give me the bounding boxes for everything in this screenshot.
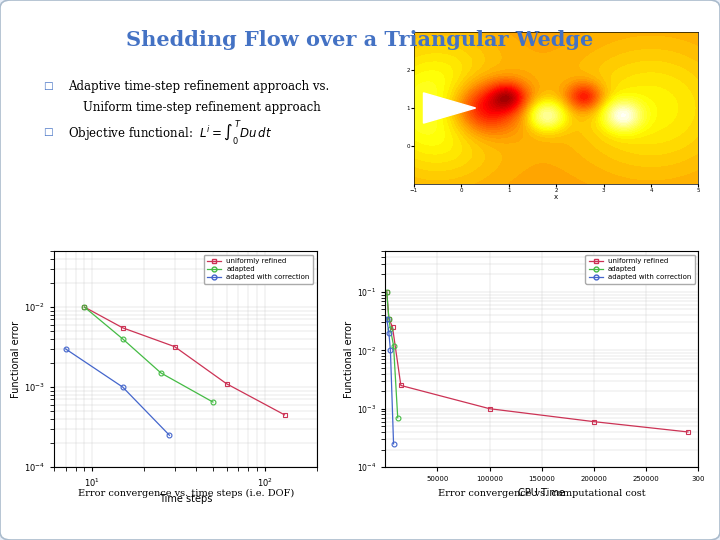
Text: Shedding Flow over a Triangular Wedge: Shedding Flow over a Triangular Wedge bbox=[127, 30, 593, 50]
Text: □: □ bbox=[43, 82, 53, 91]
Text: Objective functional:  $L^i = \int_0^T Du\,dt$: Objective functional: $L^i = \int_0^T Du… bbox=[68, 118, 272, 147]
Text: Error convergence vs. time steps (i.e. DOF): Error convergence vs. time steps (i.e. D… bbox=[78, 489, 294, 498]
X-axis label: CPU Time: CPU Time bbox=[518, 488, 565, 498]
Polygon shape bbox=[423, 93, 476, 123]
Text: Error convergence vs. computational cost: Error convergence vs. computational cost bbox=[438, 489, 645, 498]
Legend: uniformly refined, adapted, adapted with correction: uniformly refined, adapted, adapted with… bbox=[585, 254, 695, 284]
X-axis label: x: x bbox=[554, 194, 558, 200]
Y-axis label: Functional error: Functional error bbox=[11, 321, 21, 397]
Legend: uniformly refined, adapted, adapted with correction: uniformly refined, adapted, adapted with… bbox=[204, 254, 313, 284]
Text: Uniform time-step refinement approach: Uniform time-step refinement approach bbox=[83, 102, 320, 114]
Text: □: □ bbox=[43, 127, 53, 137]
Text: Adaptive time-step refinement approach vs.: Adaptive time-step refinement approach v… bbox=[68, 80, 330, 93]
Y-axis label: Functional error: Functional error bbox=[344, 321, 354, 397]
X-axis label: Time steps: Time steps bbox=[158, 494, 212, 504]
